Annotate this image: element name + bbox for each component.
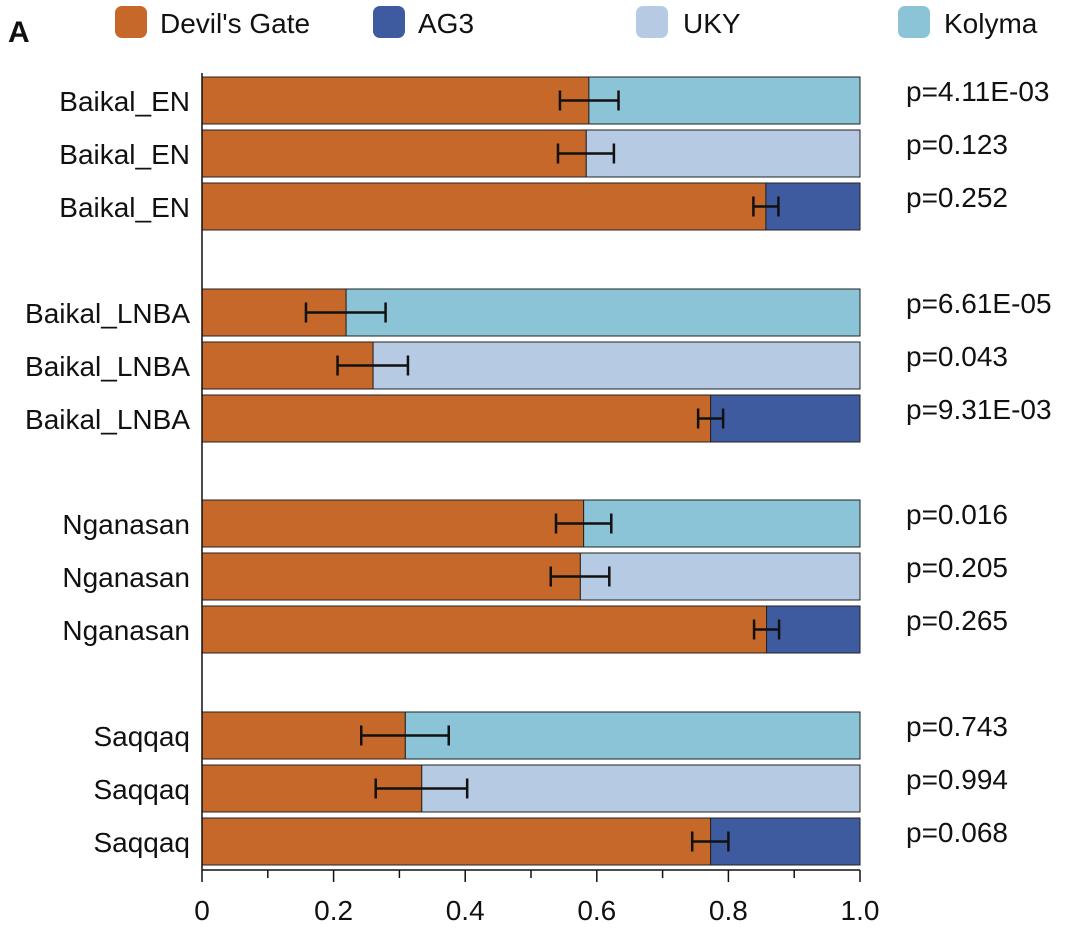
bar-devils-gate-2-0 <box>201 499 585 548</box>
error-bar-1-2 <box>696 408 725 429</box>
row-label-3-1: Saqqaq <box>93 774 190 805</box>
legend-swatch-ag3 <box>373 6 405 38</box>
bar-uky-1-1 <box>372 341 861 390</box>
row-label-2-2: Nganasan <box>62 615 190 646</box>
p-value-3-2: p=0.068 <box>906 817 1008 848</box>
legend: Devil's Gate AG3 UKY Kolyma <box>115 6 1038 39</box>
bar-ag3-2-2 <box>766 605 861 654</box>
bar-devils-gate-0-2 <box>201 182 767 231</box>
p-value-3-1: p=0.994 <box>906 764 1008 795</box>
bar-devils-gate-1-2 <box>201 394 712 443</box>
bar-kolyma-0-0 <box>588 76 861 125</box>
legend-swatch-uky <box>636 6 668 38</box>
error-bar-0-2 <box>752 196 780 217</box>
x-tick-label-1: 0.2 <box>314 895 353 926</box>
bar-ag3-1-2 <box>710 394 861 443</box>
bar-devils-gate-2-2 <box>201 605 768 654</box>
x-tick-label-2: 0.4 <box>446 895 485 926</box>
row-label-0-0: Baikal_EN <box>59 86 190 117</box>
row-labels: Baikal_EN Baikal_EN Baikal_EN Baikal_LNBA Ba… <box>25 86 190 858</box>
bars-area <box>201 76 861 866</box>
bar-kolyma-2-0 <box>583 499 861 548</box>
p-value-2-0: p=0.016 <box>906 499 1008 530</box>
p-value-2-1: p=0.205 <box>906 552 1008 583</box>
x-tick-label-0: 0 <box>194 895 210 926</box>
bar-devils-gate-3-2 <box>201 817 712 866</box>
error-bar-0-0 <box>558 90 620 111</box>
x-axis: 0 0.2 0.4 0.6 0.8 1.0 <box>194 73 879 926</box>
p-value-2-2: p=0.265 <box>906 605 1008 636</box>
p-value-3-0: p=0.743 <box>906 711 1008 742</box>
row-label-1-1: Baikal_LNBA <box>25 351 190 382</box>
legend-swatch-devil-s-gate <box>115 6 147 38</box>
error-bar-1-1 <box>336 355 410 376</box>
bar-uky-3-1 <box>421 764 861 813</box>
row-label-3-0: Saqqaq <box>93 721 190 752</box>
p-value-0-0: p=4.11E-03 <box>906 76 1050 107</box>
error-bar-1-0 <box>304 302 387 323</box>
error-bar-2-0 <box>554 513 613 534</box>
error-bar-3-1 <box>374 778 469 799</box>
bar-devils-gate-0-0 <box>201 76 590 125</box>
p-value-1-1: p=0.043 <box>906 341 1008 372</box>
x-tick-label-5: 1.0 <box>841 895 880 926</box>
row-label-0-1: Baikal_EN <box>59 139 190 170</box>
bar-kolyma-1-0 <box>345 288 861 337</box>
x-tick-label-3: 0.6 <box>577 895 616 926</box>
x-tick-label-4: 0.8 <box>709 895 748 926</box>
bar-kolyma-3-0 <box>404 711 861 760</box>
p-value-labels: p=4.11E-03 p=0.123 p=0.252 p=6.61E-05 p=0.04… <box>906 76 1052 848</box>
error-bar-3-0 <box>359 725 450 746</box>
error-bar-0-1 <box>556 143 616 164</box>
error-bar-2-1 <box>549 566 611 587</box>
p-value-0-2: p=0.252 <box>906 182 1008 213</box>
bar-devils-gate-2-1 <box>201 552 581 601</box>
legend-label-kolyma: Kolyma <box>944 8 1038 39</box>
legend-label-uky: UKY <box>683 8 741 39</box>
p-value-0-1: p=0.123 <box>906 129 1008 160</box>
legend-swatch-kolyma <box>898 6 930 38</box>
row-label-0-2: Baikal_EN <box>59 192 190 223</box>
error-bar-2-2 <box>752 619 781 640</box>
row-label-2-0: Nganasan <box>62 509 190 540</box>
p-value-1-2: p=9.31E-03 <box>906 394 1052 425</box>
row-label-2-1: Nganasan <box>62 562 190 593</box>
bar-devils-gate-0-1 <box>201 129 587 178</box>
row-label-3-2: Saqqaq <box>93 827 190 858</box>
panel-label: A <box>8 16 30 49</box>
bar-ag3-0-2 <box>765 182 861 231</box>
row-label-1-0: Baikal_LNBA <box>25 298 190 329</box>
legend-label-devil-s-gate: Devil's Gate <box>160 8 310 39</box>
bar-ag3-3-2 <box>710 817 861 866</box>
p-value-1-0: p=6.61E-05 <box>906 288 1052 319</box>
error-bar-3-2 <box>690 831 730 852</box>
bar-uky-0-1 <box>585 129 861 178</box>
legend-label-ag3: AG3 <box>418 8 474 39</box>
bar-uky-2-1 <box>579 552 861 601</box>
row-label-1-2: Baikal_LNBA <box>25 404 190 435</box>
